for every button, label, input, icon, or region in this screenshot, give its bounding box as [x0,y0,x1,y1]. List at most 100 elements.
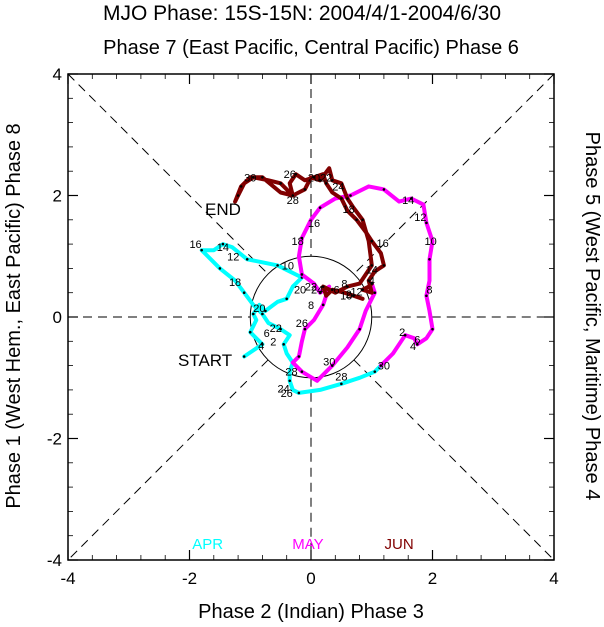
series-point-jun [367,279,371,282]
day-label-apr: 20 [253,303,265,315]
series-point-apr [282,343,285,346]
legend-entry-apr: APR [192,536,223,553]
series-point-may [425,221,428,225]
series-point-may [330,364,334,367]
x-tick-label: 4 [549,569,558,588]
series-point-apr [340,382,343,386]
day-label-may: 4 [410,341,416,353]
guide-line-sw [67,359,269,561]
y-tick-label: 2 [53,187,62,206]
series-point-jun [239,185,243,188]
day-label-apr: 30 [378,361,390,373]
day-label-jun: 24 [332,181,344,193]
series-point-jun [330,288,334,291]
day-label-apr: 28 [285,367,297,379]
day-label-may: 12 [414,212,426,224]
start-label: START [178,351,232,370]
day-label-may: 2 [399,327,405,339]
x-tick-label: 0 [306,569,315,588]
series-point-jun [346,197,349,200]
series-point-may [409,197,413,200]
series-point-jun [318,179,322,182]
day-label-jun: 4 [369,276,375,288]
series-point-jun [236,194,240,197]
series-point-may [300,236,304,240]
y-tick-label: -4 [47,551,62,570]
series-point-jun [261,175,264,179]
unit-circle [249,255,373,379]
day-label-jun: 2 [346,289,352,301]
day-label-may: 8 [426,285,432,297]
day-label-jun: 28 [287,195,299,207]
day-label-may: 28 [335,372,347,384]
day-label-apr: 26 [281,388,293,400]
series-point-may [382,188,386,191]
series-point-may [300,370,304,373]
day-label-apr: 10 [282,260,294,272]
series-point-may [403,333,407,337]
day-label-may: 24 [311,285,323,297]
y-tick-label: 0 [53,308,62,327]
x-tick-label: -4 [60,569,75,588]
series-point-may [428,257,431,261]
series-point-may [373,291,377,295]
series-point-jun [294,172,298,176]
day-label-jun: 20 [308,172,320,184]
series-point-apr [221,242,225,246]
series-point-may [358,327,361,331]
series-point-may [425,294,428,298]
series-line-jun [233,166,386,301]
day-label-may: 6 [414,334,420,346]
bottom-phase-label: Phase 2 (Indian) Phase 3 [198,601,424,623]
series-point-may [297,355,301,358]
day-label-apr: 4 [258,341,264,353]
series-point-jun [370,264,374,267]
guide-line-se [353,359,555,561]
series-point-may [318,291,322,295]
day-labels-layer: 2468101214161820222426283024681012141618… [189,169,436,400]
guide-line-ne [353,73,555,275]
day-label-apr: 14 [217,242,229,254]
day-label-apr: 2 [270,336,276,348]
day-label-jun: 14 [366,265,378,277]
day-label-apr: 12 [227,251,239,263]
series-point-apr [279,327,282,331]
day-label-may: 16 [308,218,320,230]
series-point-jun [303,188,307,191]
series-point-jun [352,294,355,298]
series-layer [199,166,435,395]
day-label-jun: 8 [341,279,347,291]
day-label-apr: 8 [308,300,314,312]
series-point-apr [200,248,203,252]
series-point-jun [330,179,334,182]
top-phase-label: Phase 7 (East Pacific, Central Pacific) … [103,37,519,59]
day-label-apr: 22 [270,323,282,335]
day-label-jun: 18 [343,204,355,216]
series-point-jun [291,194,295,197]
series-line-may [290,184,435,383]
end-label: END [205,200,241,219]
series-point-jun [370,239,374,243]
series-point-jun [321,285,325,288]
x-tick-label: 2 [428,569,437,588]
series-point-apr [245,257,249,261]
guide-line-nw [67,73,269,275]
day-label-jun: 30 [244,172,256,184]
series-point-jun [370,282,374,285]
chart-title: MJO Phase: 15S-15N: 2004/4/1-2004/6/30 [103,2,501,25]
series-point-may [431,327,434,331]
series-point-apr [285,297,289,301]
series-point-apr [264,309,267,313]
series-point-may [379,364,383,367]
series-point-apr [242,355,246,358]
legend-entry-may: MAY [292,536,323,553]
y-tick-label: 4 [53,65,62,84]
series-point-apr [242,291,246,295]
day-label-apr: 24 [278,384,290,396]
legend: APR MAY JUN [192,536,413,553]
series-point-may [416,343,419,346]
day-label-apr: 16 [189,239,201,251]
day-label-apr: 18 [229,277,241,289]
